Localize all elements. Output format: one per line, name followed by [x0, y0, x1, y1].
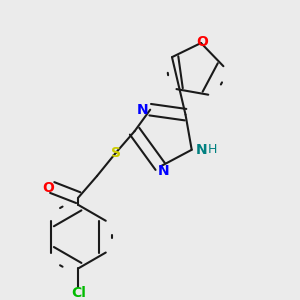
Text: N: N [157, 164, 169, 178]
Text: N: N [137, 103, 149, 117]
Text: O: O [196, 34, 208, 49]
Text: H: H [208, 143, 217, 156]
Text: Cl: Cl [71, 286, 86, 300]
Text: O: O [42, 181, 54, 194]
Text: N: N [196, 143, 208, 157]
Text: S: S [111, 146, 121, 160]
